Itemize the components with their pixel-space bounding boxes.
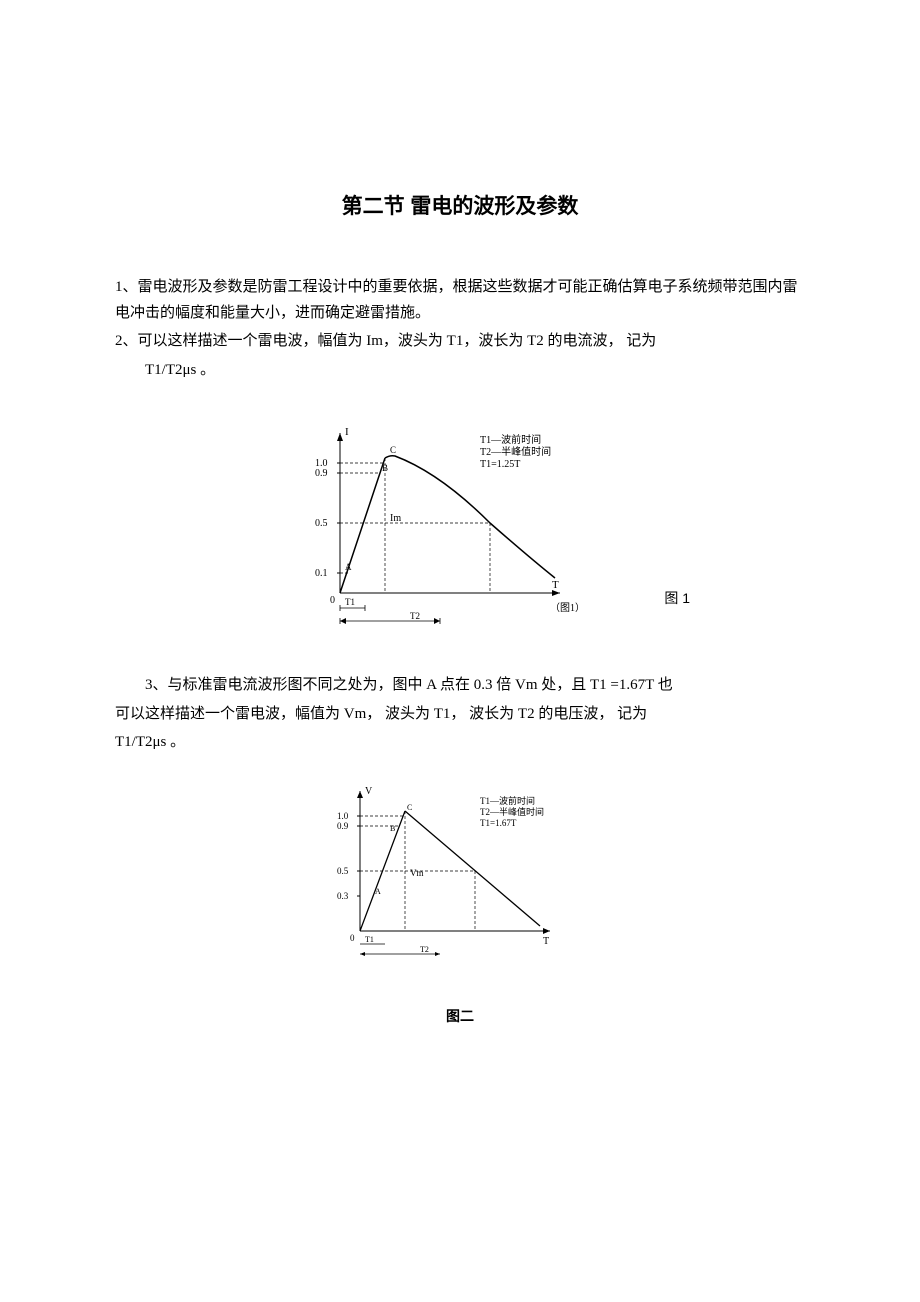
- svg-text:0.1: 0.1: [315, 568, 328, 579]
- svg-text:0.9: 0.9: [315, 468, 328, 479]
- svg-text:（图1）: （图1）: [550, 602, 585, 614]
- svg-text:A: A: [375, 887, 381, 896]
- svg-text:T1=1.25T: T1=1.25T: [480, 459, 520, 470]
- figure-1-container: I T 1.0 0.9 0.5 0.1 0 A B C Im T1: [115, 413, 805, 628]
- svg-text:T2—半峰值时间: T2—半峰值时间: [480, 445, 551, 458]
- figure-2-chart: V T 1.0 0.9 0.5 0.3 0 A B C Vm T1: [315, 776, 605, 961]
- svg-text:1.0: 1.0: [337, 811, 349, 821]
- svg-text:Im: Im: [390, 513, 401, 524]
- paragraph-1: 1、雷电波形及参数是防雷工程设计中的重要依据，根据这些数据才可能正确估算电子系统…: [115, 275, 805, 326]
- figure-2-container: V T 1.0 0.9 0.5 0.3 0 A B C Vm T1: [115, 776, 805, 961]
- paragraph-2-line1: 2、可以这样描述一个雷电波，幅值为 Im，波头为 T1，波长为 T2 的电流波，…: [115, 329, 805, 355]
- svg-text:T1—波前时间: T1—波前时间: [480, 433, 541, 446]
- svg-text:T2: T2: [420, 945, 429, 954]
- svg-text:0.3: 0.3: [337, 891, 349, 901]
- svg-text:T1: T1: [345, 597, 355, 607]
- svg-text:0.5: 0.5: [315, 518, 328, 529]
- paragraph-3-line2: 可以这样描述一个雷电波，幅值为 Vm， 波头为 T1， 波长为 T2 的电压波，…: [115, 702, 805, 728]
- svg-text:0: 0: [330, 595, 335, 606]
- svg-text:T1=1.67T: T1=1.67T: [480, 818, 517, 828]
- figure-2-label: 图二: [115, 1006, 805, 1026]
- axis-x-label-2: T: [543, 936, 549, 947]
- paragraph-3-line1: 3、与标准雷电流波形图不同之处为，图中 A 点在 0.3 倍 Vm 处，且 T1…: [115, 673, 805, 699]
- page-title: 第二节 雷电的波形及参数: [115, 190, 805, 220]
- svg-text:0: 0: [350, 933, 355, 943]
- axis-y-label-2: V: [365, 786, 373, 797]
- svg-text:C: C: [407, 803, 412, 812]
- svg-text:T1: T1: [365, 935, 374, 944]
- svg-text:T2—半峰值时间: T2—半峰值时间: [480, 806, 544, 817]
- svg-text:Vm: Vm: [410, 868, 424, 878]
- axis-x-label: T: [552, 579, 559, 591]
- svg-text:A: A: [345, 562, 352, 572]
- svg-text:C: C: [390, 445, 396, 455]
- svg-text:T2: T2: [410, 611, 420, 621]
- section-3: 3、与标准雷电流波形图不同之处为，图中 A 点在 0.3 倍 Vm 处，且 T1…: [115, 673, 805, 756]
- paragraph-3-line3: T1/T2μs 。: [115, 730, 805, 756]
- axis-y-label: I: [345, 426, 349, 438]
- figure-1-chart: I T 1.0 0.9 0.5 0.1 0 A B C Im T1: [290, 413, 630, 628]
- svg-text:T1—波前时间: T1—波前时间: [480, 795, 535, 806]
- svg-text:0.5: 0.5: [337, 866, 349, 876]
- svg-text:B: B: [390, 824, 395, 833]
- svg-text:B: B: [382, 463, 388, 473]
- figure-1-label: 图 1: [664, 588, 690, 608]
- svg-text:0.9: 0.9: [337, 821, 349, 831]
- paragraph-2-line2: T1/T2μs 。: [115, 358, 805, 384]
